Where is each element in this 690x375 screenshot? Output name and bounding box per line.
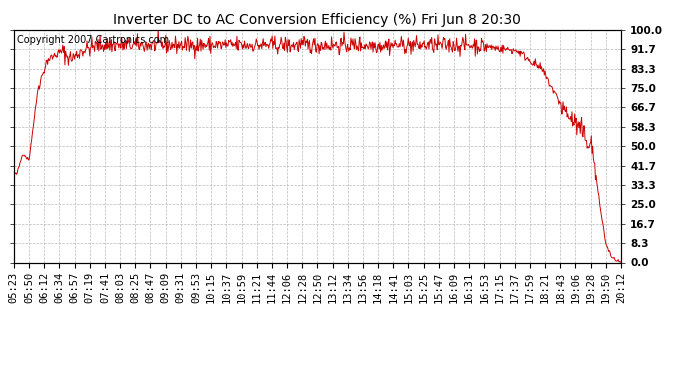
Text: Copyright 2007 Cartronics.com: Copyright 2007 Cartronics.com	[17, 34, 169, 45]
Title: Inverter DC to AC Conversion Efficiency (%) Fri Jun 8 20:30: Inverter DC to AC Conversion Efficiency …	[113, 13, 522, 27]
